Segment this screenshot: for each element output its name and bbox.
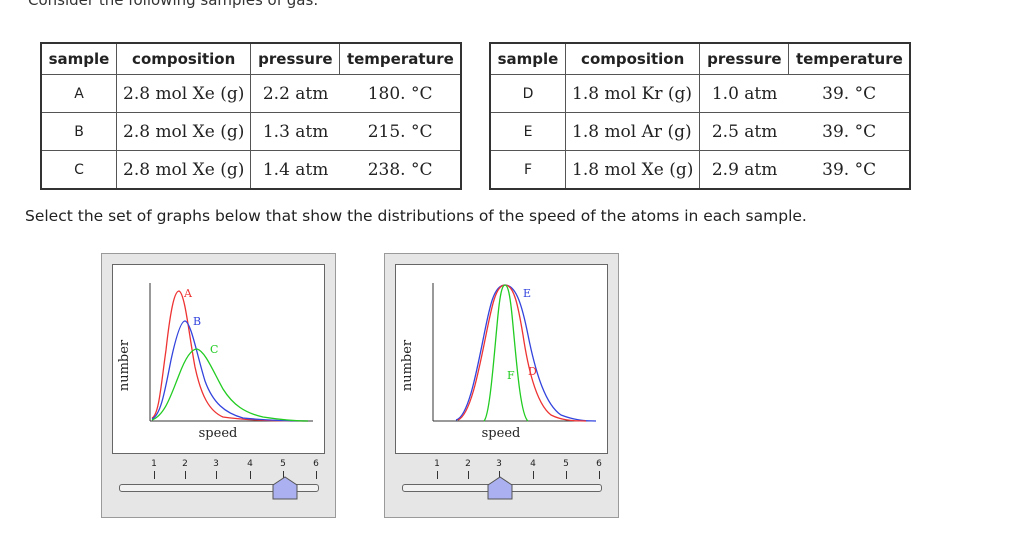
table-header-row: sample composition pressure temperature: [40, 42, 462, 75]
slider-tick: [316, 471, 317, 479]
curve-d: [457, 284, 587, 422]
speed-slider[interactable]: 1 2 3 4 5 6: [400, 459, 605, 514]
question-text: Select the set of graphs below that show…: [25, 207, 807, 225]
header-pressure: pressure: [250, 42, 341, 75]
slider-tick: [599, 471, 600, 479]
slider-tick: [216, 471, 217, 479]
plot-canvas: [432, 283, 597, 422]
slider-tick-label: 5: [280, 459, 286, 469]
composition-cell: 2.8 mol Xe (g): [115, 74, 252, 113]
temperature-cell: 39. °C: [788, 74, 911, 113]
curve-e: [455, 284, 597, 422]
composition-cell: 1.8 mol Xe (g): [564, 150, 701, 190]
slider-thumb[interactable]: [272, 476, 298, 500]
slider-tick-label: 1: [151, 459, 157, 469]
pressure-cell: 2.5 atm: [699, 112, 789, 151]
temperature-cell: 39. °C: [788, 112, 911, 151]
slider-tick: [566, 471, 567, 479]
graph-widget-left[interactable]: number speed A B C 1 2 3 4 5 6: [101, 253, 336, 518]
table-row: C 2.8 mol Xe (g) 1.4 atm 238. °C: [41, 150, 462, 190]
pressure-cell: 2.9 atm: [699, 150, 789, 190]
slider-track[interactable]: [119, 484, 319, 492]
pressure-cell: 2.2 atm: [250, 74, 340, 113]
curve-a: [151, 290, 309, 422]
curve-label-f: F: [507, 369, 515, 382]
header-temperature: temperature: [339, 42, 462, 75]
curve-c: [151, 348, 309, 422]
sample-label: A: [41, 74, 117, 113]
composition-cell: 1.8 mol Kr (g): [564, 74, 701, 113]
sample-label: D: [490, 74, 566, 113]
sample-label: F: [490, 150, 566, 190]
slider-tick-label: 1: [434, 459, 440, 469]
slider-tick-label: 5: [563, 459, 569, 469]
composition-cell: 2.8 mol Xe (g): [115, 112, 252, 151]
slider-tick-label: 6: [313, 459, 319, 469]
slider-tick-label: 2: [465, 459, 471, 469]
pressure-cell: 1.3 atm: [250, 112, 340, 151]
slider-tick-label: 6: [596, 459, 602, 469]
header-composition: composition: [115, 42, 252, 75]
curve-b: [151, 320, 309, 422]
slider-tick: [185, 471, 186, 479]
slider-thumb[interactable]: [487, 476, 513, 500]
samples-table-left: sample composition pressure temperature …: [40, 42, 463, 190]
y-axis-label: number: [400, 339, 416, 391]
table-row: F 1.8 mol Xe (g) 2.9 atm 39. °C: [490, 150, 911, 190]
sample-label: C: [41, 150, 117, 190]
pressure-cell: 1.0 atm: [699, 74, 789, 113]
sample-label: B: [41, 112, 117, 151]
composition-cell: 1.8 mol Ar (g): [564, 112, 701, 151]
temperature-cell: 238. °C: [339, 150, 462, 190]
slider-tick: [154, 471, 155, 479]
slider-tick: [468, 471, 469, 479]
slider-tick-label: 4: [530, 459, 536, 469]
slider-tick: [499, 471, 500, 479]
curve-label-d: D: [528, 365, 537, 378]
curve-label-b: B: [193, 315, 202, 328]
speed-slider[interactable]: 1 2 3 4 5 6: [117, 459, 322, 514]
y-axis-label: number: [117, 339, 133, 391]
temperature-cell: 39. °C: [788, 150, 911, 190]
composition-cell: 2.8 mol Xe (g): [115, 150, 252, 190]
table-row: E 1.8 mol Ar (g) 2.5 atm 39. °C: [490, 112, 911, 151]
speed-distribution-plot: number speed E F D: [395, 264, 608, 454]
table-row: B 2.8 mol Xe (g) 1.3 atm 215. °C: [41, 112, 462, 151]
header-pressure: pressure: [699, 42, 790, 75]
curve-label-e: E: [523, 287, 532, 300]
slider-tick-label: 2: [182, 459, 188, 469]
slider-tick-label: 3: [213, 459, 219, 469]
curve-label-a: A: [184, 287, 192, 300]
curve-f: [483, 284, 529, 422]
speed-distribution-plot: number speed A B C: [112, 264, 325, 454]
header-temperature: temperature: [788, 42, 911, 75]
temperature-cell: 180. °C: [339, 74, 462, 113]
sample-label: E: [490, 112, 566, 151]
table-header-row: sample composition pressure temperature: [489, 42, 911, 75]
header-sample: sample: [40, 42, 117, 75]
temperature-cell: 215. °C: [339, 112, 462, 151]
slider-tick: [283, 471, 284, 479]
table-row: A 2.8 mol Xe (g) 2.2 atm 180. °C: [41, 74, 462, 113]
plot-canvas: [149, 283, 313, 422]
intro-text: Consider the following samples of gas:: [28, 0, 319, 9]
graph-widget-right[interactable]: number speed E F D 1 2 3 4 5 6: [384, 253, 619, 518]
curve-label-c: C: [210, 343, 219, 356]
slider-tick: [250, 471, 251, 479]
header-sample: sample: [489, 42, 566, 75]
header-composition: composition: [564, 42, 701, 75]
table-row: D 1.8 mol Kr (g) 1.0 atm 39. °C: [490, 74, 911, 113]
x-axis-label: speed: [481, 426, 521, 441]
pressure-cell: 1.4 atm: [250, 150, 340, 190]
slider-tick-label: 4: [247, 459, 253, 469]
slider-tick: [437, 471, 438, 479]
slider-tick: [533, 471, 534, 479]
samples-table-right: sample composition pressure temperature …: [489, 42, 912, 190]
slider-tick-label: 3: [496, 459, 502, 469]
x-axis-label: speed: [198, 426, 238, 441]
